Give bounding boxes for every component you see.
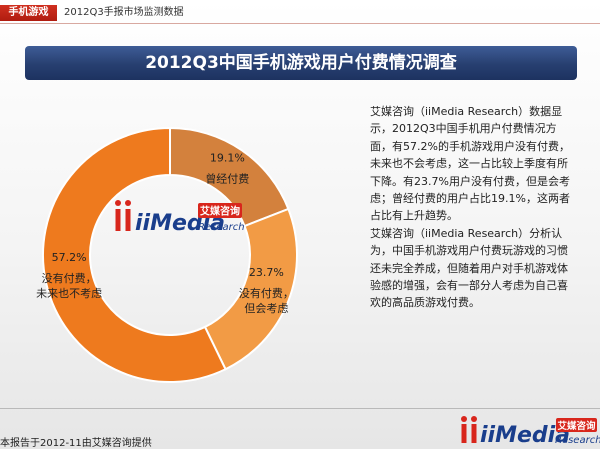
donut-slice-3: [42, 126, 227, 383]
slice-value-label: 57.2%: [52, 251, 87, 264]
footer-note: 本报告于2012-11由艾媒咨询提供: [0, 438, 152, 449]
slice-category-label: 没有付费，: [42, 271, 97, 285]
slice-category-label: 没有付费，: [239, 286, 294, 300]
description-paragraph-2: 艾媒咨询（iiMedia Research）分析认为，中国手机游戏用户付费玩游戏…: [370, 226, 568, 310]
donut-slices: [42, 126, 298, 383]
top-divider: [0, 23, 600, 24]
report-topic: 2012Q3手报市场监测数据: [64, 7, 184, 18]
logo-en: Research: [198, 222, 245, 233]
footer-logo-en: Research: [555, 435, 600, 446]
category-tag: 手机游戏: [0, 5, 57, 21]
slice-category-label: 曾经付费: [205, 172, 249, 186]
slice-category-label: 未来也不考虑: [36, 287, 102, 300]
slice-labels: 19.1% 曾经付费 23.7% 没有付费， 但会考虑 57.2% 没有付费， 未来也不考虑: [36, 152, 294, 315]
footer-logo-cn: 艾媒咨询: [557, 420, 596, 432]
top-bar: 手机游戏 2012Q3手报市场监测数据: [0, 0, 600, 24]
footer-logo: iiMedia 艾媒咨询 Research: [461, 416, 600, 448]
footer-logo-brand: iiMedia: [480, 423, 570, 448]
description-paragraph-1: 艾媒咨询（iiMedia Research）数据显示，2012Q3中国手机用户付…: [370, 105, 570, 223]
page-title: 2012Q3中国手机游戏用户付费情况调查: [145, 53, 457, 73]
donut-slice-2: [203, 207, 298, 371]
slice-category-label: 但会考虑: [244, 302, 288, 315]
slice-value-label: 23.7%: [249, 266, 284, 279]
center-logo: iiMedia 艾媒咨询 Research: [115, 200, 245, 236]
bottom-divider: [0, 408, 600, 409]
logo-mark: [115, 200, 131, 231]
slice-value-label: 19.1%: [210, 152, 245, 165]
title-banner: 2012Q3中国手机游戏用户付费情况调查: [25, 46, 577, 80]
description: 艾媒咨询（iiMedia Research）数据显示，2012Q3中国手机用户付…: [370, 103, 574, 312]
logo-cn: 艾媒咨询: [200, 205, 240, 218]
